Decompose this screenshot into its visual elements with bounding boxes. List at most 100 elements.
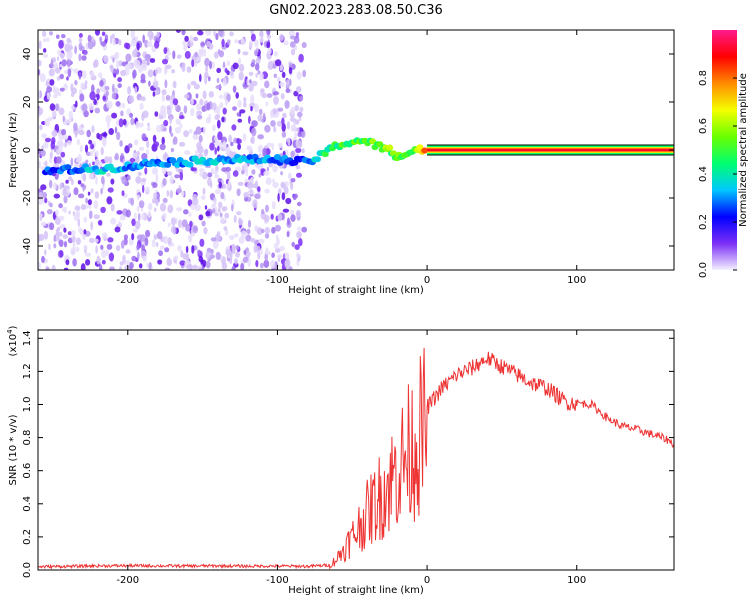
noise-speckle <box>243 97 247 103</box>
noise-speckle <box>92 161 95 166</box>
noise-speckle <box>146 140 150 149</box>
noise-speckle <box>238 71 244 81</box>
noise-speckle <box>191 58 195 68</box>
noise-speckle <box>267 48 272 55</box>
x-tick-label: 100 <box>567 275 586 286</box>
noise-speckle <box>277 107 284 112</box>
noise-speckle <box>283 40 289 46</box>
noise-speckle <box>178 219 182 229</box>
noise-speckle <box>155 241 159 248</box>
noise-speckle <box>266 93 273 98</box>
noise-speckle <box>90 71 95 78</box>
noise-speckle <box>219 102 224 109</box>
noise-speckle <box>179 260 186 266</box>
spectrogram-xlabel: Height of straight line (km) <box>288 285 424 296</box>
trace-blob <box>186 161 194 168</box>
noise-speckle <box>147 69 154 78</box>
noise-speckle <box>287 137 291 147</box>
noise-speckle <box>248 71 254 76</box>
y-tick-label: 1.4 <box>22 330 33 346</box>
noise-speckle <box>83 110 89 118</box>
noise-speckle <box>255 63 260 71</box>
x-tick-label: 100 <box>567 575 586 586</box>
noise-speckle <box>119 215 126 221</box>
noise-speckle <box>164 67 167 76</box>
noise-speckle <box>264 233 270 239</box>
noise-speckle <box>58 239 64 248</box>
noise-speckle <box>141 153 148 161</box>
noise-speckle <box>84 80 88 86</box>
snr-ylabel: SNR (10 * v/v) <box>8 414 19 485</box>
noise-speckle <box>294 131 298 139</box>
noise-speckle <box>123 234 128 240</box>
noise-speckle <box>163 127 167 132</box>
noise-speckle <box>151 32 154 39</box>
noise-speckle <box>83 216 88 223</box>
snr-plot-area <box>38 347 674 570</box>
noise-speckle <box>235 92 239 99</box>
noise-speckle <box>189 220 193 228</box>
noise-speckle <box>134 139 139 146</box>
noise-speckle <box>284 258 291 268</box>
noise-speckle <box>49 103 56 111</box>
noise-speckle <box>289 209 295 215</box>
noise-speckle <box>302 69 307 78</box>
noise-speckle <box>71 229 76 237</box>
noise-speckle <box>38 142 41 148</box>
noise-speckle <box>259 108 263 115</box>
noise-speckle <box>172 50 176 60</box>
noise-speckle <box>286 231 290 238</box>
noise-speckle <box>73 122 78 132</box>
noise-speckle <box>169 175 174 185</box>
noise-speckle <box>112 57 115 63</box>
noise-speckle <box>279 33 284 42</box>
noise-speckle <box>166 107 172 116</box>
noise-speckle <box>276 120 282 127</box>
noise-speckle <box>93 200 99 209</box>
noise-speckle <box>159 143 166 151</box>
noise-speckle <box>152 182 158 189</box>
noise-speckle <box>68 118 71 125</box>
noise-speckle <box>167 171 173 176</box>
noise-speckle <box>298 116 302 122</box>
noise-speckle <box>134 59 141 69</box>
noise-speckle <box>196 110 203 116</box>
noise-speckle <box>210 237 217 242</box>
noise-speckle <box>65 259 70 266</box>
noise-speckle <box>238 218 244 226</box>
noise-speckle <box>38 160 41 169</box>
noise-speckle <box>258 238 265 244</box>
noise-speckle <box>83 229 87 235</box>
noise-speckle <box>152 134 157 143</box>
noise-speckle <box>260 248 264 255</box>
colorbar-gradient <box>712 30 737 270</box>
noise-speckle <box>229 251 233 259</box>
noise-speckle <box>172 98 179 106</box>
noise-speckle <box>234 39 239 44</box>
noise-speckle <box>176 105 181 113</box>
noise-speckle <box>38 107 44 116</box>
noise-speckle <box>155 199 159 207</box>
noise-speckle <box>236 211 242 216</box>
noise-speckle <box>229 31 234 37</box>
noise-speckle <box>60 151 66 158</box>
noise-speckle <box>301 42 307 49</box>
noise-speckle <box>279 81 285 88</box>
noise-speckle <box>130 30 136 39</box>
noise-speckle <box>106 100 113 109</box>
noise-speckle <box>242 256 249 263</box>
noise-speckle <box>101 249 107 258</box>
noise-speckle <box>40 184 47 191</box>
noise-speckle <box>108 128 114 135</box>
noise-speckle <box>290 48 296 56</box>
noise-speckle <box>288 30 295 37</box>
noise-speckle <box>181 30 186 36</box>
noise-speckle <box>254 193 261 200</box>
noise-speckle <box>237 99 242 108</box>
noise-speckle <box>64 142 67 148</box>
noise-speckle <box>68 110 73 119</box>
colorbar-tick-label: 0.2 <box>698 214 709 230</box>
noise-speckle <box>289 88 293 94</box>
noise-speckle <box>203 149 208 157</box>
noise-speckle <box>236 188 241 197</box>
